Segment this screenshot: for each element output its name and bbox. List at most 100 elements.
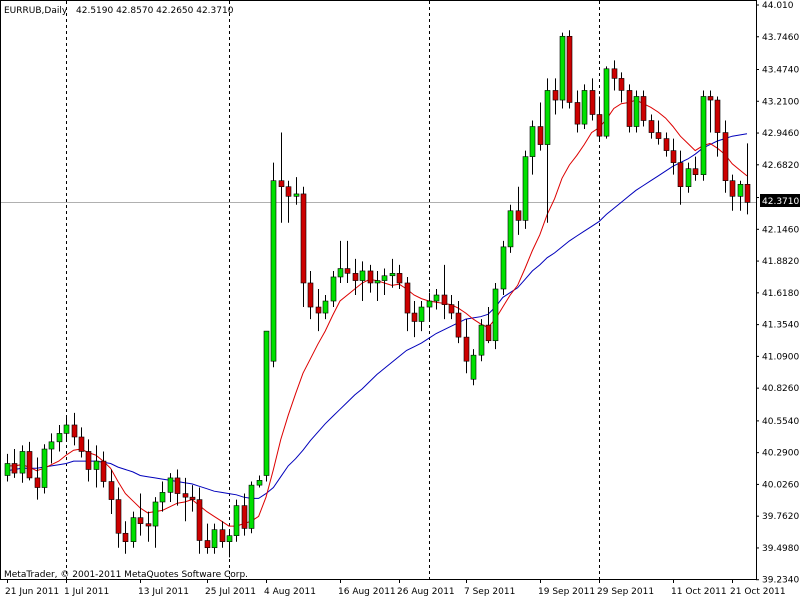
candle <box>122 521 129 554</box>
candle-body <box>159 492 166 503</box>
candle-body <box>574 102 581 125</box>
candle <box>581 84 588 129</box>
x-tick-label: 4 Aug 2011 <box>264 587 316 597</box>
candle-body <box>293 193 300 197</box>
candle-body <box>137 517 144 524</box>
candle <box>248 481 255 534</box>
candle <box>552 78 559 115</box>
candle <box>433 288 440 310</box>
candle <box>115 487 122 548</box>
candle <box>241 493 248 536</box>
candle-body <box>737 183 744 197</box>
y-tick-label: 40.8260 <box>762 384 799 394</box>
candle-body <box>559 35 566 101</box>
candle <box>707 90 714 133</box>
candle <box>559 32 566 109</box>
candle <box>11 449 18 478</box>
candle <box>544 78 551 223</box>
y-tick-label: 42.9460 <box>762 129 799 139</box>
x-tick-label: 26 Aug 2011 <box>397 587 455 597</box>
candle <box>633 90 640 133</box>
candle <box>485 307 492 344</box>
candle-body <box>700 96 707 175</box>
candle <box>196 487 203 554</box>
candle-body <box>189 496 196 500</box>
candle <box>470 349 477 386</box>
candle-body <box>389 273 396 277</box>
candle-body <box>41 448 48 488</box>
candle-body <box>145 523 152 527</box>
candle-body <box>300 193 307 284</box>
candle <box>307 270 314 320</box>
candle-body <box>418 306 425 322</box>
candle <box>270 162 277 368</box>
candle-body <box>611 68 618 79</box>
candle <box>337 240 344 283</box>
candle-body <box>56 433 63 443</box>
plot-border <box>0 0 757 580</box>
candle-body <box>367 270 374 284</box>
candle-body <box>241 505 248 529</box>
y-tick-label: 41.3540 <box>762 321 799 331</box>
y-tick-label: 40.0260 <box>762 480 799 490</box>
candle <box>670 138 677 175</box>
candle-body <box>152 501 159 527</box>
candle-body <box>426 300 433 308</box>
candle-body <box>537 126 544 145</box>
candle <box>263 330 270 482</box>
candle-body <box>522 156 529 221</box>
candle-body <box>115 499 122 534</box>
candle <box>737 180 744 211</box>
candle-body <box>500 246 507 290</box>
candle-body <box>322 300 329 314</box>
candle-body <box>633 96 640 127</box>
y-tick-label: 44.010 <box>762 1 794 11</box>
candle <box>589 78 596 121</box>
x-tick-label: 21 Oct 2011 <box>730 587 786 597</box>
candle-body <box>515 210 522 221</box>
candle <box>626 84 633 133</box>
candle <box>714 96 721 157</box>
candle-body <box>248 484 255 529</box>
candle <box>537 102 544 151</box>
candle <box>26 441 33 481</box>
candle-body <box>448 304 455 314</box>
candle <box>19 445 26 483</box>
y-tick-label: 41.0900 <box>762 352 799 362</box>
symbol-title: EURRUB,Daily <box>4 6 68 16</box>
candle-body <box>270 180 277 362</box>
candle-body <box>655 132 662 139</box>
candle-body <box>26 451 33 479</box>
candle-body <box>463 336 470 362</box>
candle-body <box>359 270 366 281</box>
x-tick-label: 16 Aug 2011 <box>338 587 396 597</box>
candle <box>256 475 263 488</box>
candle <box>455 301 462 344</box>
ohlc-values: 42.5190 42.8570 42.2650 42.3710 <box>76 6 234 16</box>
candle <box>4 453 11 482</box>
copyright-text: MetaTrader, © 2001-2011 MetaQuotes Softw… <box>4 570 248 580</box>
candle-body <box>381 275 388 281</box>
x-tick-label: 21 Jun 2011 <box>5 587 59 597</box>
y-tick-label: 43.2100 <box>762 97 799 107</box>
candle <box>744 143 751 215</box>
candle-body <box>196 499 203 541</box>
y-tick-label: 41.8820 <box>762 257 799 267</box>
candle <box>640 90 647 127</box>
candle <box>374 270 381 302</box>
y-tick-label: 42.1460 <box>762 225 799 235</box>
candle-body <box>507 210 514 248</box>
candle <box>529 120 536 175</box>
candle-body <box>433 294 440 302</box>
candle <box>692 156 699 181</box>
candle <box>71 412 78 446</box>
candle <box>566 30 573 109</box>
candle-body <box>581 90 588 125</box>
candle-body <box>352 273 359 281</box>
x-tick-label: 19 Sep 2011 <box>538 587 595 597</box>
candle <box>618 72 625 103</box>
candle <box>352 258 359 296</box>
candle-body <box>529 126 536 157</box>
candle-body <box>211 529 218 549</box>
